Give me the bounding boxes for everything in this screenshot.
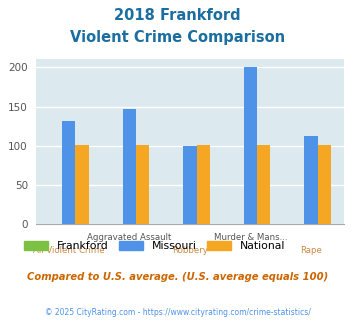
Text: © 2025 CityRating.com - https://www.cityrating.com/crime-statistics/: © 2025 CityRating.com - https://www.city…	[45, 308, 310, 316]
Text: Robbery: Robbery	[172, 246, 208, 255]
Bar	[183, 146, 197, 224]
Bar	[136, 145, 149, 224]
Bar	[76, 145, 89, 224]
Text: 2018 Frankford: 2018 Frankford	[114, 8, 241, 23]
Bar	[197, 145, 210, 224]
Text: Compared to U.S. average. (U.S. average equals 100): Compared to U.S. average. (U.S. average …	[27, 272, 328, 282]
Bar	[318, 145, 331, 224]
Bar	[257, 145, 271, 224]
Text: Violent Crime Comparison: Violent Crime Comparison	[70, 30, 285, 45]
Legend: Frankford, Missouri, National: Frankford, Missouri, National	[20, 236, 289, 256]
Bar	[304, 136, 318, 224]
Text: Murder & Mans...: Murder & Mans...	[214, 233, 287, 242]
Bar	[62, 121, 76, 224]
Text: All Violent Crime: All Violent Crime	[33, 246, 105, 255]
Bar	[244, 67, 257, 224]
Text: Aggravated Assault: Aggravated Assault	[87, 233, 171, 242]
Bar	[123, 109, 136, 224]
Text: Rape: Rape	[300, 246, 322, 255]
